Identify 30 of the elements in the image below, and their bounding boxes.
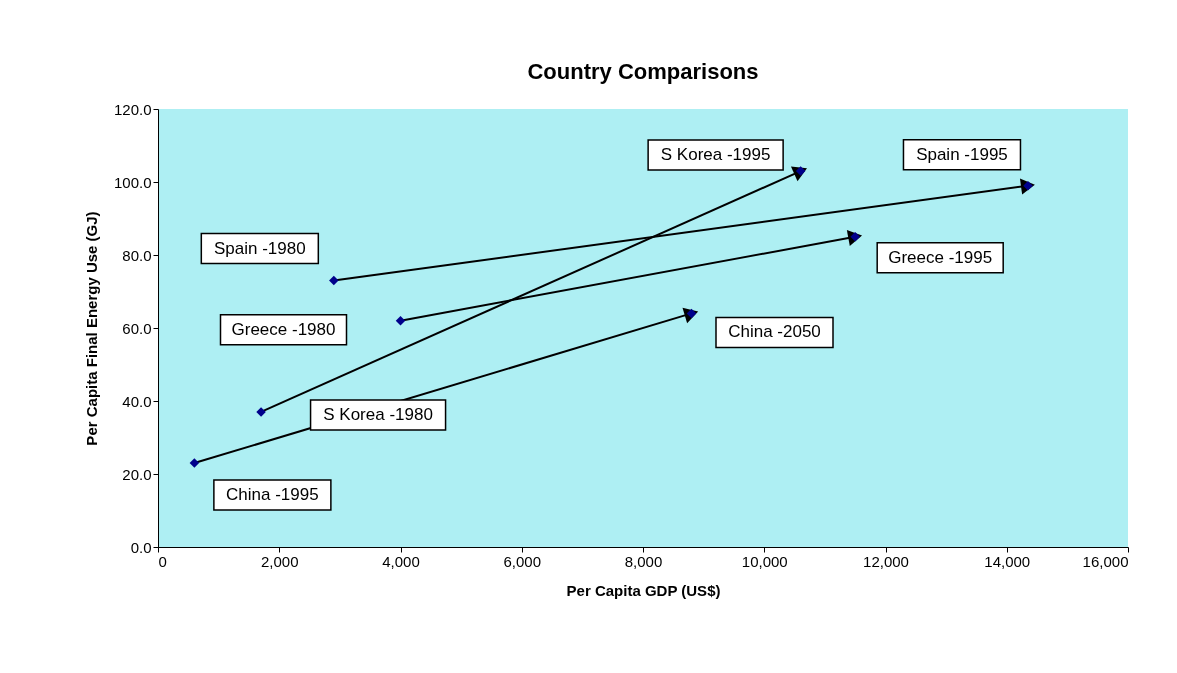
x-tick-label: 4,000: [382, 552, 420, 570]
x-tick-label: 14,000: [984, 552, 1031, 570]
y-axis-title: Per Capita Final Energy Use (GJ): [82, 211, 100, 446]
annotation: Greece -1995: [888, 247, 993, 267]
annotation: China -2050: [728, 322, 821, 342]
annotation: China -1995: [226, 485, 319, 505]
x-tick-label: 10,000: [741, 552, 788, 570]
y-tick-label: 100.0: [113, 173, 152, 191]
y-tick-label: 0.0: [130, 538, 152, 556]
x-axis-title: Per Capita GDP (US$): [566, 581, 721, 599]
x-tick-label: 0: [158, 552, 167, 570]
point: [189, 458, 200, 468]
annotation: Greece -1980: [231, 319, 336, 339]
y-tick-label: 60.0: [122, 319, 152, 337]
x-tick-label: 12,000: [863, 552, 909, 570]
annotation: S Korea -1980: [323, 404, 433, 424]
point: [395, 315, 406, 326]
point: [329, 275, 339, 286]
y-tick-label: 80.0: [122, 246, 152, 264]
annotation: S Korea -1995: [660, 145, 771, 165]
x-tick-label: 16,000: [1082, 552, 1129, 570]
y-tick-label: 120.0: [113, 100, 152, 118]
x-tick-label: 2,000: [260, 552, 299, 570]
y-tick-label: 40.0: [122, 392, 152, 410]
x-tick-label: 8,000: [624, 552, 663, 570]
x-tick-label: 6,000: [503, 552, 542, 570]
chart-title: Country Comparisons: [527, 59, 759, 84]
annotation: Spain -1995: [916, 144, 1008, 164]
annotation: Spain -1980: [213, 238, 306, 258]
y-tick-label: 20.0: [122, 465, 152, 483]
